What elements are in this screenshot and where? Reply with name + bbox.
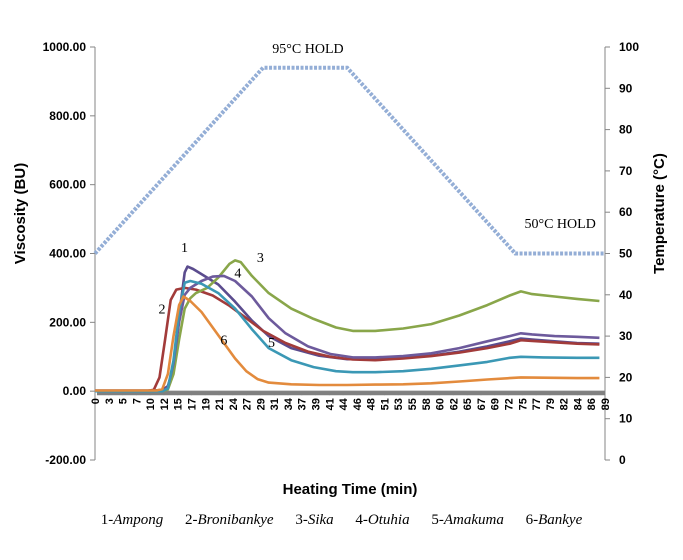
y2-tick-label: 60 — [619, 205, 633, 219]
y-tick-label: 1000.00 — [43, 40, 87, 54]
curve-label-1: 1 — [181, 241, 188, 256]
x-tick-label: 41 — [324, 398, 336, 410]
x-tick-label: 79 — [545, 398, 557, 410]
x-tick-label: 67 — [476, 398, 488, 410]
legend-entry-otuhia: 4-Otuhia — [355, 512, 410, 528]
x-tick-label: 29 — [255, 398, 267, 410]
y2-tick-label: 0 — [619, 453, 626, 467]
series-line-bankye — [95, 295, 600, 392]
x-tick-label: 46 — [352, 398, 364, 410]
curve-label-5: 5 — [268, 336, 275, 351]
series-line-sika — [95, 259, 600, 393]
y2-axis-title: Temperature (°C) — [651, 153, 668, 274]
temperature-line — [93, 65, 605, 256]
x-tick-label: 34 — [283, 397, 295, 410]
x-tick-label: 0 — [90, 398, 102, 404]
y2-tick-label: 10 — [619, 412, 633, 426]
x-tick-label: 31 — [269, 398, 281, 410]
x-tick-label: 24 — [228, 397, 240, 410]
x-tick-label: 48 — [366, 398, 378, 410]
legend-entry-ampong: 1-Ampong — [100, 512, 164, 528]
y2-tick-label: 90 — [619, 81, 633, 95]
legend-entry-bronibankye: 2-Bronibankye — [185, 512, 274, 528]
y2-tick-label: 70 — [619, 164, 633, 178]
x-tick-label: 12 — [159, 398, 171, 410]
y2-tick-label: 80 — [619, 123, 633, 137]
x-tick-label: 82 — [559, 398, 571, 410]
x-tick-label: 21 — [214, 398, 226, 410]
x-tick-label: 84 — [572, 397, 584, 410]
x-tick-label: 69 — [490, 398, 502, 410]
legend-entry-sika: 3-Sika — [295, 512, 334, 528]
x-tick-label: 72 — [504, 398, 516, 410]
legend-entry-amakuma: 5-Amakuma — [431, 512, 504, 528]
chart: 1000.00 800.00 600.00 400.00 200.00 0.00 -200.… — [12, 40, 668, 498]
y-tick-label: -200.00 — [45, 453, 86, 467]
x-tick-label: 55 — [407, 398, 419, 410]
x-tick-label: 44 — [338, 397, 350, 410]
y-tick-label: 800.00 — [49, 109, 86, 123]
annotation-50c-hold: 50°C HOLD — [525, 217, 596, 232]
x-tick-label: 7 — [131, 398, 143, 404]
curve-label-6: 6 — [220, 334, 227, 349]
legend-entry-bankye: 6-Bankye — [525, 512, 583, 528]
y2-tick-label: 100 — [619, 40, 639, 54]
x-tick-label: 65 — [462, 398, 474, 410]
x-tick-label: 77 — [531, 398, 543, 410]
x-tick-label: 53 — [393, 398, 405, 410]
x-tick-label: 86 — [586, 398, 598, 410]
x-tick-label: 15 — [173, 398, 185, 410]
x-tick-label: 62 — [448, 398, 460, 410]
x-tick-label: 10 — [145, 398, 157, 410]
x-tick-label: 3 — [104, 398, 116, 404]
x-tick-label: 89 — [600, 398, 612, 410]
x-axis-title: Heating Time (min) — [283, 481, 418, 498]
y-tick-label: 600.00 — [49, 178, 86, 192]
annotation-95c-hold: 95°C HOLD — [272, 42, 343, 57]
x-tick-label: 27 — [242, 398, 254, 410]
y2-tick-label: 30 — [619, 329, 633, 343]
x-tick-label: 5 — [118, 398, 130, 404]
y2-tick-label: 20 — [619, 370, 633, 384]
x-tick-label: 60 — [435, 398, 447, 410]
y-axis-title: Viscosity (BU) — [12, 163, 29, 264]
y2-tick-label: 40 — [619, 288, 633, 302]
y-tick-label: 400.00 — [49, 247, 86, 261]
x-tick-label: 75 — [517, 398, 529, 410]
x-tick-label: 37 — [297, 398, 309, 410]
y-tick-label: 0.00 — [63, 384, 87, 398]
y-tick-label: 200.00 — [49, 315, 86, 329]
x-tick-label: 17 — [186, 398, 198, 410]
x-tick-label: 58 — [421, 398, 433, 410]
legend: 1-Ampong 2-Bronibankye 3-Sika 4-Otuhia 5… — [0, 512, 683, 529]
curve-label-3: 3 — [257, 251, 264, 266]
series-line-bronibankye — [95, 286, 600, 393]
x-tick-label: 19 — [200, 398, 212, 410]
curve-label-4: 4 — [234, 267, 241, 282]
series-line-otuhia — [95, 274, 600, 393]
y2-tick-label: 50 — [619, 247, 633, 261]
curve-label-2: 2 — [159, 303, 166, 318]
x-tick-label: 39 — [311, 398, 323, 410]
x-tick-label: 51 — [379, 398, 391, 410]
